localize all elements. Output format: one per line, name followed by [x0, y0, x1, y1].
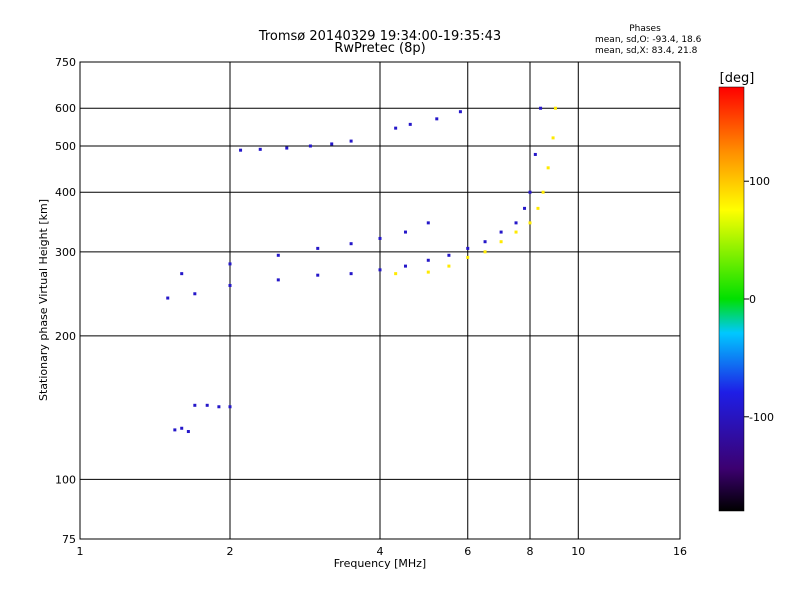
phase-stats-x: mean, sd,X: 83.4, 21.8	[595, 46, 698, 56]
data-point	[217, 405, 221, 409]
data-point	[173, 428, 177, 432]
plot-frame	[79, 61, 681, 540]
colorbar-tick-label: 0	[749, 293, 756, 306]
data-point	[349, 272, 353, 276]
y-tick-label: 200	[55, 330, 76, 343]
data-point	[426, 258, 430, 262]
data-point	[514, 221, 518, 225]
data-point	[180, 272, 184, 276]
data-point	[541, 190, 545, 194]
colorbar-tick-label: 100	[749, 175, 770, 188]
phase-header: Phases	[629, 24, 661, 34]
colorbar-ticks: 100 0 -100	[744, 175, 774, 424]
data-point	[499, 230, 503, 234]
x-tick-label: 10	[571, 545, 585, 558]
x-tick-label: 4	[377, 545, 384, 558]
chart-subtitle: RwPretec (8p)	[334, 41, 425, 56]
data-point	[316, 246, 320, 250]
data-point	[546, 166, 550, 170]
data-point	[403, 230, 407, 234]
y-tick-label: 750	[55, 56, 76, 69]
data-point	[258, 147, 262, 151]
y-tick-label: 600	[55, 102, 76, 115]
y-tick-label: 300	[55, 246, 76, 259]
data-point	[394, 272, 398, 276]
data-point	[466, 255, 470, 259]
phase-stats-o: mean, sd,O: -93.4, 18.6	[595, 35, 702, 45]
data-point	[394, 126, 398, 130]
data-point	[330, 142, 334, 146]
y-tick-label: 500	[55, 140, 76, 153]
data-point	[435, 117, 439, 121]
data-point	[466, 246, 470, 250]
data-point	[523, 206, 527, 210]
data-point	[514, 230, 518, 234]
data-point	[193, 403, 197, 407]
chart-title: Tromsø 20140329 19:34:00-19:35:43	[258, 29, 501, 44]
x-tick-label: 6	[464, 545, 471, 558]
data-point	[228, 283, 232, 287]
y-tick-label: 400	[55, 186, 76, 199]
y-tick-label: 100	[55, 473, 76, 486]
data-point	[239, 148, 243, 152]
data-point	[228, 262, 232, 266]
data-point	[553, 106, 557, 110]
data-point	[483, 240, 487, 244]
y-axis-label: Stationary phase Virtual Height [km]	[37, 199, 50, 401]
grid-lines	[80, 62, 680, 539]
data-point	[276, 278, 280, 282]
data-point	[533, 152, 537, 156]
x-tick-label: 16	[673, 545, 687, 558]
data-point	[316, 273, 320, 277]
data-points	[166, 106, 557, 434]
data-point	[447, 264, 451, 268]
data-point	[308, 144, 312, 148]
data-point	[528, 190, 532, 194]
data-point	[186, 430, 190, 434]
data-point	[426, 221, 430, 225]
data-point	[180, 426, 184, 430]
data-point	[205, 403, 209, 407]
colorbar	[718, 86, 745, 512]
x-tick-label: 8	[527, 545, 534, 558]
data-point	[536, 206, 540, 210]
colorbar-label: [deg]	[720, 71, 755, 86]
data-point	[483, 250, 487, 254]
data-point	[426, 270, 430, 274]
data-point	[408, 122, 412, 126]
data-point	[166, 296, 170, 300]
data-point	[378, 268, 382, 272]
data-point	[349, 242, 353, 246]
data-point	[458, 110, 462, 114]
colorbar-tick-label: -100	[749, 411, 774, 424]
data-point	[228, 405, 232, 409]
data-point	[528, 221, 532, 225]
data-point	[403, 264, 407, 268]
x-axis-label: Frequency [MHz]	[334, 557, 426, 570]
data-point	[285, 146, 289, 150]
axis-ticks: 1 2 4 6 8 10 16 75 100 200 300 400 500 600 750	[55, 56, 687, 558]
x-tick-label: 1	[77, 545, 84, 558]
data-point	[499, 240, 503, 244]
data-point	[551, 136, 555, 140]
data-point	[539, 106, 543, 110]
data-point	[378, 236, 382, 240]
x-tick-label: 2	[227, 545, 234, 558]
data-point	[349, 139, 353, 143]
data-point	[447, 253, 451, 257]
data-point	[276, 253, 280, 257]
data-point	[193, 292, 197, 296]
y-tick-label: 75	[62, 533, 76, 546]
